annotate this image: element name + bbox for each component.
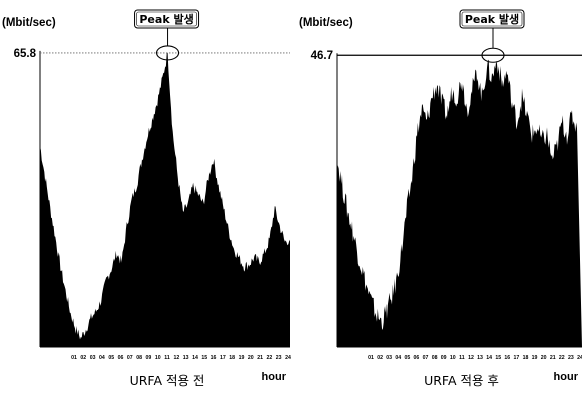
x-tick-label: 09 (146, 355, 152, 361)
x-tick-label: 12 (173, 355, 179, 361)
traffic-area-series (40, 52, 290, 348)
x-tick-label: 17 (220, 355, 226, 361)
x-tick-label: 03 (90, 355, 96, 361)
x-tick-label: 14 (192, 355, 198, 361)
x-tick-label: 21 (257, 355, 263, 361)
callout-box-inner (136, 11, 197, 27)
x-tick-label: 11 (459, 355, 465, 361)
x-tick-label: 24 (285, 355, 291, 361)
x-axis-label: hour (262, 371, 287, 383)
x-tick-label: 23 (568, 355, 574, 361)
x-tick-label: 02 (80, 355, 86, 361)
x-tick-label: 06 (414, 355, 420, 361)
x-tick-label: 01 (71, 355, 77, 361)
x-tick-label: 04 (395, 355, 401, 361)
callout-box (459, 9, 525, 29)
x-tick-label: 09 (441, 355, 447, 361)
y-unit-label: (Mbit/sec) (299, 17, 353, 29)
peak-callout-label: Peak 발생 (465, 12, 519, 26)
x-tick-label: 13 (183, 355, 189, 361)
x-tick-label: 03 (386, 355, 392, 361)
x-tick-label: 18 (229, 355, 235, 361)
x-tick-label: 20 (541, 355, 547, 361)
x-tick-label: 16 (211, 355, 217, 361)
x-tick-label: 02 (377, 355, 383, 361)
peak-value-label: 65.8 (14, 48, 37, 60)
x-tick-label: 20 (248, 355, 254, 361)
callout-box (134, 9, 200, 29)
x-tick-label: 22 (559, 355, 565, 361)
x-tick-label: 15 (201, 355, 207, 361)
x-tick-label: 13 (477, 355, 483, 361)
x-tick-label: 05 (404, 355, 410, 361)
callout-box-inner (461, 11, 523, 27)
x-tick-label: 11 (164, 355, 170, 361)
x-tick-label: 12 (468, 355, 474, 361)
x-tick-label: 07 (423, 355, 429, 361)
x-tick-label: 08 (432, 355, 438, 361)
peak-value-label: 46.7 (311, 50, 333, 62)
x-tick-label: 18 (523, 355, 529, 361)
peak-callout-label: Peak 발생 (139, 12, 193, 26)
traffic-area-series (337, 59, 582, 347)
x-tick-label: 08 (136, 355, 142, 361)
x-tick-label: 19 (239, 355, 245, 361)
x-tick-label: 07 (127, 355, 133, 361)
x-tick-label: 19 (532, 355, 538, 361)
x-tick-label: 05 (108, 355, 114, 361)
x-tick-label: 06 (118, 355, 124, 361)
panel-caption: URFA 적용 전 (130, 373, 205, 388)
y-unit-label: (Mbit/sec) (2, 17, 56, 29)
x-tick-label: 14 (486, 355, 492, 361)
x-tick-label: 23 (276, 355, 282, 361)
x-axis-label: hour (554, 371, 579, 383)
x-tick-label: 15 (495, 355, 501, 361)
x-tick-label: 22 (267, 355, 273, 361)
x-tick-label: 21 (550, 355, 556, 361)
x-tick-label: 04 (99, 355, 105, 361)
x-tick-label: 10 (450, 355, 456, 361)
x-tick-label: 17 (514, 355, 520, 361)
panel-caption: URFA 적용 후 (424, 373, 499, 388)
x-tick-label: 16 (504, 355, 510, 361)
x-tick-label: 24 (577, 355, 582, 361)
x-tick-label: 10 (155, 355, 161, 361)
x-tick-label: 01 (368, 355, 374, 361)
